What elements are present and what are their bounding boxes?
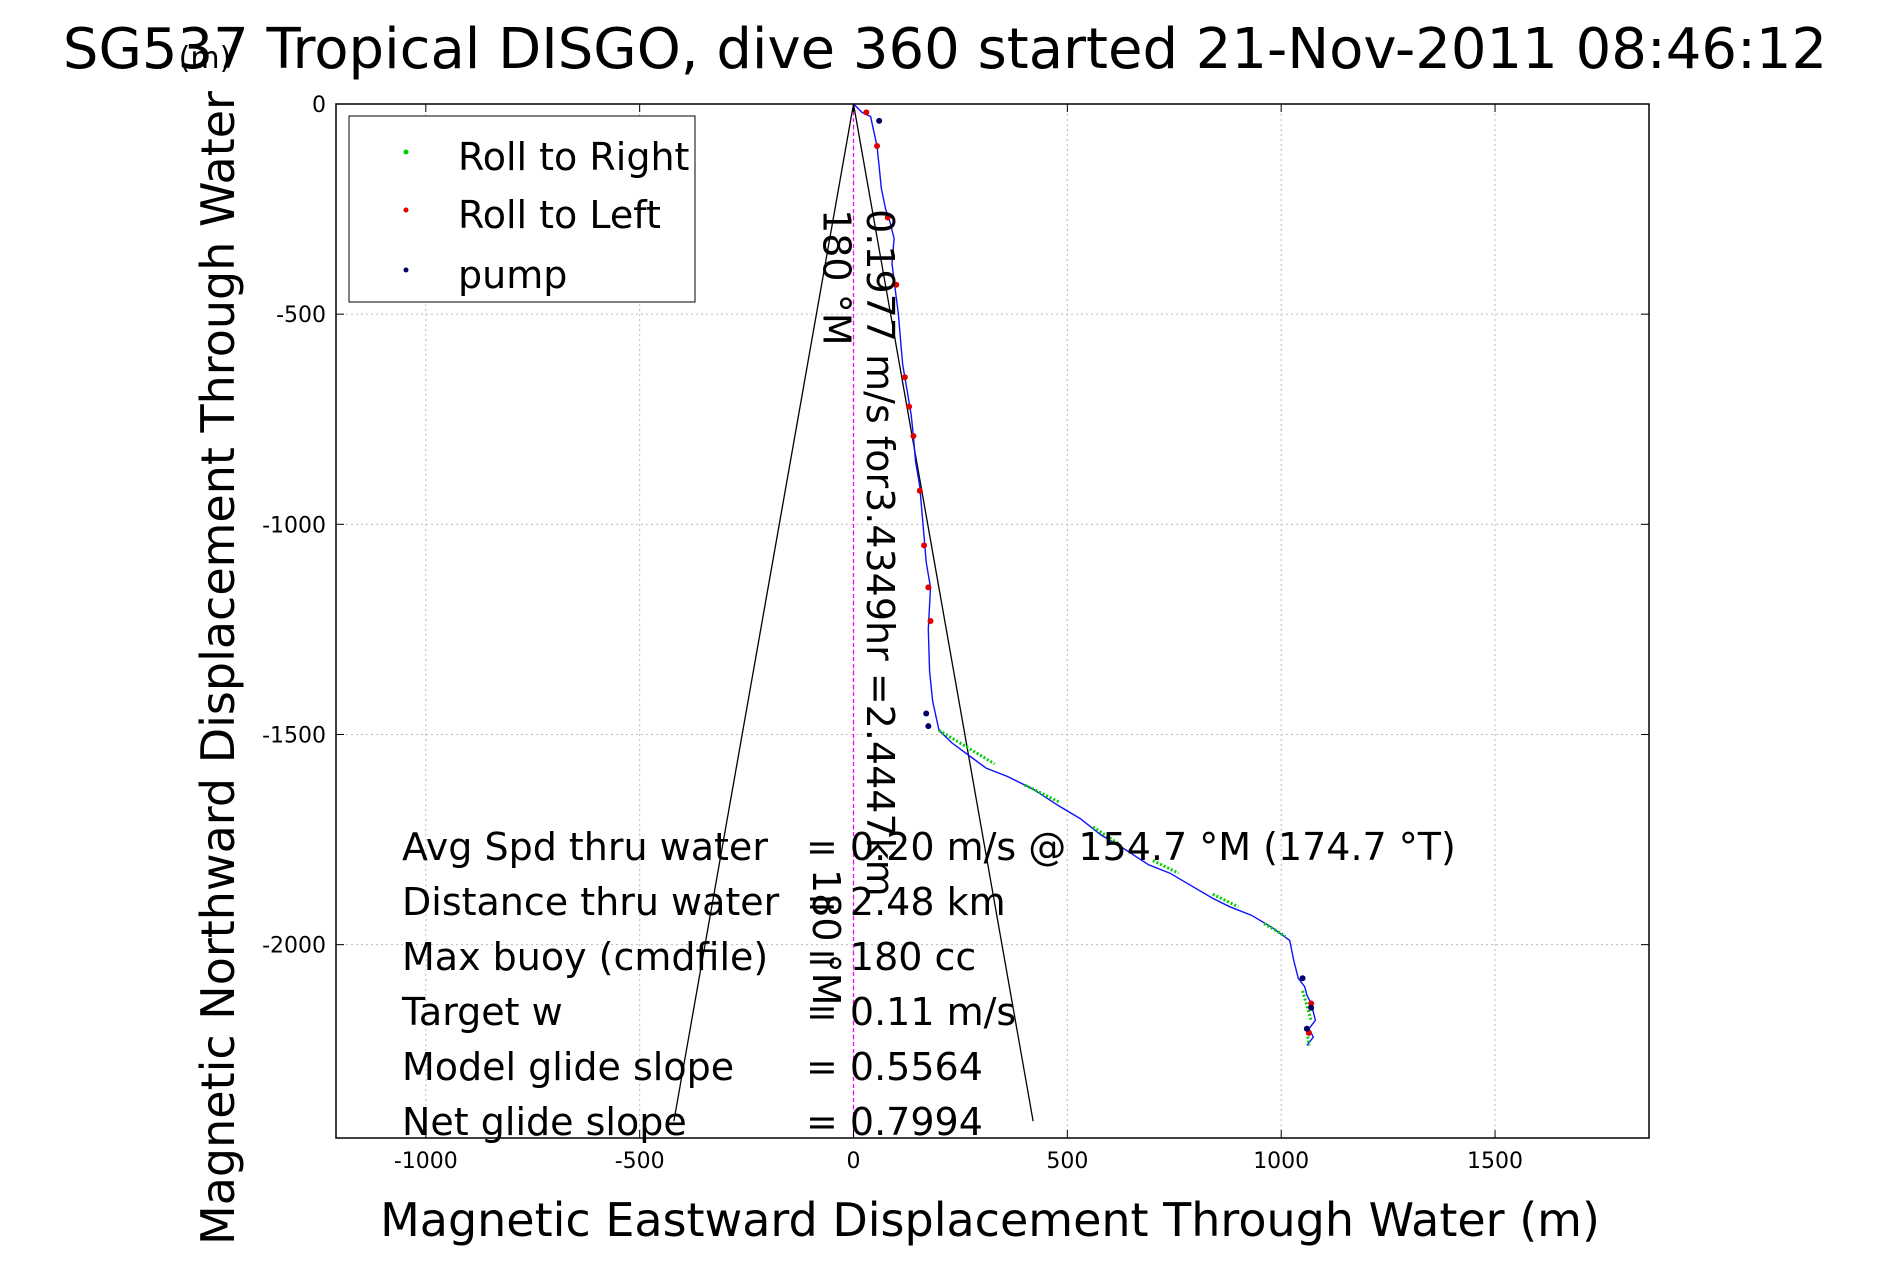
stat-value: = 0.20 m/s @ 154.7 °M (174.7 °T) <box>806 825 1456 869</box>
legend: Roll to Right Roll to Left pump <box>348 115 696 303</box>
roll-right-segment <box>1092 825 1120 846</box>
roll-left-point <box>901 374 908 381</box>
pump-point <box>876 117 883 124</box>
pump-point <box>1299 975 1306 982</box>
roll-left-point <box>910 433 917 440</box>
reference-lines <box>673 103 1034 1138</box>
legend-label-pump: pump <box>458 253 567 297</box>
rotated-annotation: 180 °M <box>804 869 848 1005</box>
roll-right-segment <box>1301 990 1313 1021</box>
stat-value: = 180 cc <box>806 935 976 979</box>
track-line <box>853 103 1317 1046</box>
roll-left-point <box>863 109 870 116</box>
stat-value: = 2.48 km <box>806 880 1006 924</box>
pump-point <box>923 710 930 717</box>
roll-left-point <box>927 618 934 624</box>
rotated-annotation: 0.1977 m/s for3.4349hr =2.4447km <box>858 209 902 897</box>
legend-marker-roll-right <box>403 149 409 155</box>
roll-left-point <box>906 403 913 410</box>
stat-label: Max buoy (cmdfile) <box>402 935 768 979</box>
pump-point <box>925 723 932 730</box>
roll-right-segment <box>1305 1028 1311 1046</box>
y-tick-label: -1500 <box>262 723 326 748</box>
rotated-annotation: 180 °M <box>815 209 859 345</box>
roll-left-point <box>921 542 928 549</box>
pump-point <box>1303 1025 1310 1032</box>
x-tick-label: 0 <box>847 1149 861 1174</box>
roll-right-segment <box>938 729 996 766</box>
x-axis-label: Magnetic Eastward Displacement Through W… <box>380 1193 1600 1247</box>
x-tick-label: 1000 <box>1253 1149 1309 1174</box>
legend-marker-pump <box>403 267 409 273</box>
roll-left-point <box>884 214 891 221</box>
x-tick-label: 500 <box>1046 1149 1088 1174</box>
roll-right-segment <box>1212 892 1240 909</box>
roll-left-point <box>1308 1000 1315 1007</box>
y-tick-label: -1000 <box>262 513 326 538</box>
stat-label: Model glide slope <box>402 1045 734 1089</box>
title-overlay-text: (m) <box>179 41 232 76</box>
pump-point <box>1308 1004 1315 1011</box>
track-layer <box>853 103 1317 1046</box>
reference-line <box>852 103 1034 1122</box>
stat-label: Avg Spd thru water <box>402 825 768 869</box>
roll-right-segment <box>1023 783 1060 804</box>
roll-left-point <box>916 487 923 494</box>
reference-line <box>673 103 855 1122</box>
stat-value: = 0.11 m/s <box>806 990 1016 1034</box>
y-axis-label: Magnetic Northward Displacement Through … <box>191 91 245 1245</box>
legend-label-roll-left: Roll to Left <box>458 193 661 237</box>
x-tick-label: -500 <box>615 1149 665 1174</box>
stat-value: = 0.5564 <box>806 1045 983 1089</box>
dive-stats: Avg Spd thru water = 0.20 m/s @ 154.7 °M … <box>401 825 1456 1144</box>
x-tick-label: -1000 <box>394 1149 458 1174</box>
stat-label: Net glide slope <box>402 1100 687 1144</box>
plot-frame <box>335 103 1650 1139</box>
roll-left-point <box>893 281 900 288</box>
axis-ticks: -1000 -500 0 500 1000 1500 0 -500 -1000 -1500 -200… <box>262 93 1649 1174</box>
legend-marker-roll-left <box>403 207 409 213</box>
y-tick-label: -2000 <box>262 934 326 959</box>
roll-right-segment <box>1152 859 1180 875</box>
x-tick-label: 1500 <box>1467 1149 1523 1174</box>
legend-label-roll-right: Roll to Right <box>458 135 689 179</box>
roll-left-point <box>925 584 932 591</box>
stat-label: Distance thru water <box>402 880 780 924</box>
roll-left-point <box>874 143 881 150</box>
y-tick-label: -500 <box>276 303 326 328</box>
roll-right-segment <box>1263 922 1287 938</box>
chart-title: SG537 Tropical DISGO, dive 360 started 2… <box>63 17 1827 82</box>
stat-label: Target w <box>401 990 563 1034</box>
y-tick-label: 0 <box>312 93 326 118</box>
stat-value: = 0.7994 <box>806 1100 983 1144</box>
